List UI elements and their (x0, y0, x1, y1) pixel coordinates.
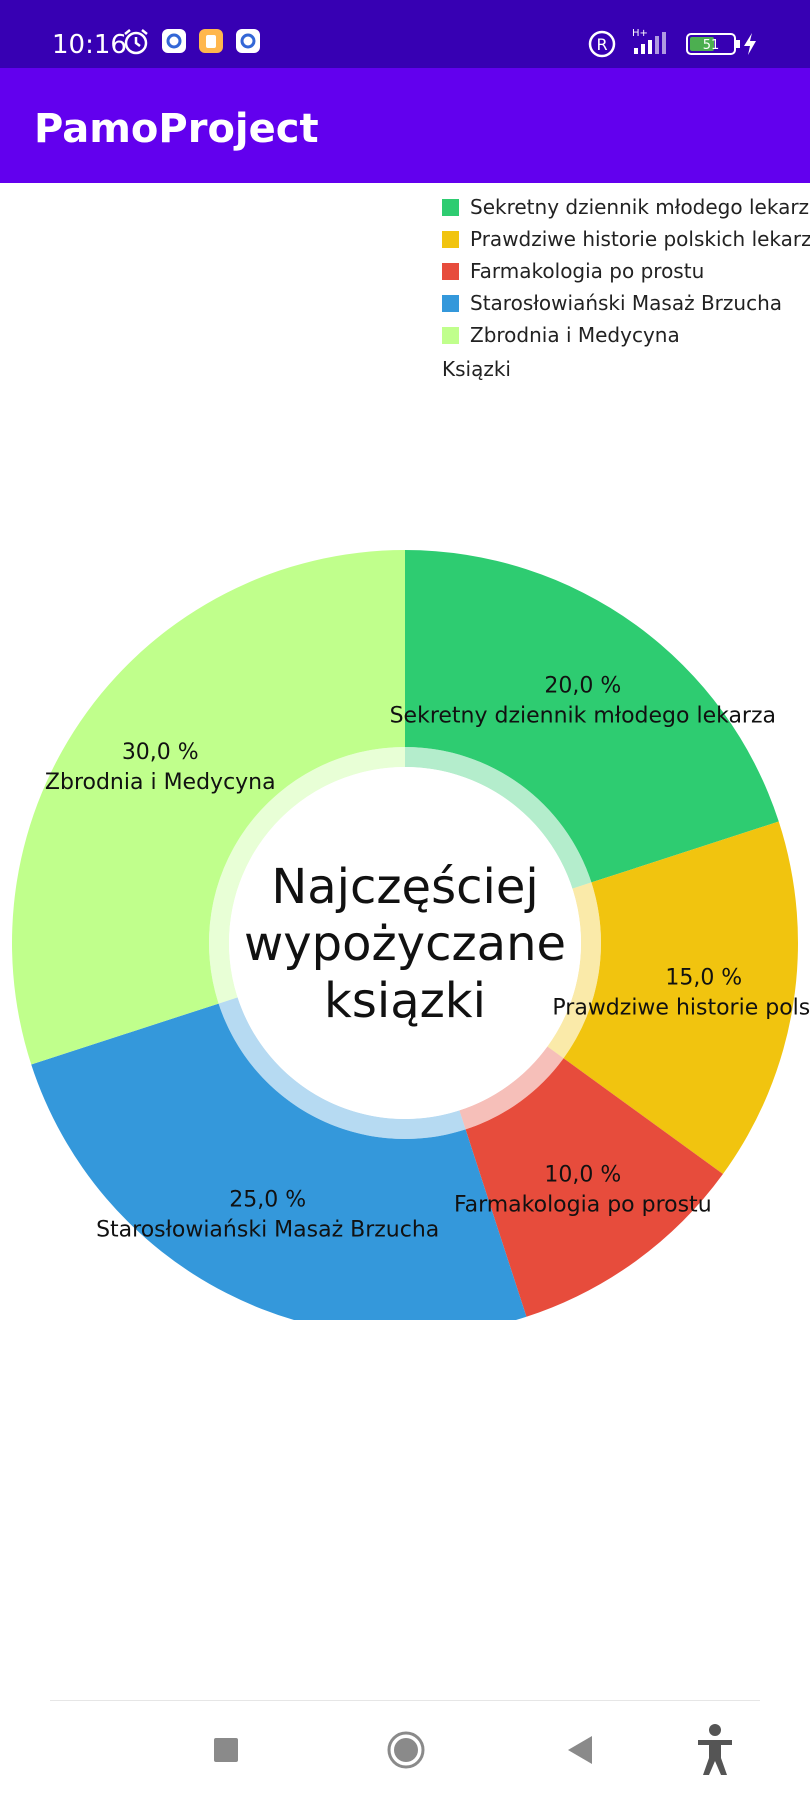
slice-name-label: Farmakologia po prostu (454, 1193, 712, 1218)
legend-item: Prawdziwe historie polskich lekarzy (442, 225, 810, 255)
home-button[interactable] (361, 1720, 451, 1780)
center-text-line: ksiązki (324, 973, 486, 1029)
status-time: 10:16 (52, 30, 127, 60)
slice-inner-ring (405, 747, 592, 889)
home-circle-icon (387, 1731, 425, 1769)
legend-label: Zbrodnia i Medycyna (470, 323, 680, 347)
legend-item: Zbrodnia i Medycyna (442, 321, 810, 351)
registered-icon: R (588, 30, 616, 63)
donut-hole (229, 767, 581, 1119)
donut-hole (209, 747, 601, 1139)
legend-item: Starosłowiański Masaż Brzucha (442, 289, 810, 319)
app-bar: PamoProject (0, 68, 810, 183)
slice-inner-ring (459, 1046, 564, 1130)
slice-name-label: Starosłowiański Masaż Brzucha (96, 1218, 439, 1243)
legend-swatch (442, 199, 459, 216)
nav-divider (50, 1700, 760, 1701)
storage-app-icon (198, 28, 224, 59)
pie-slice[interactable] (405, 550, 779, 883)
settings-app-icon (161, 28, 187, 59)
legend-label: Sekretny dziennik młodego lekarza (470, 195, 810, 219)
center-text-line: wypożyczane (244, 916, 566, 972)
svg-text:51: 51 (703, 38, 720, 53)
legend-label: Farmakologia po prostu (470, 259, 705, 283)
slice-name-label: Sekretny dziennik młodego lekarza (390, 703, 776, 728)
legend-item: Farmakologia po prostu (442, 257, 810, 287)
pie-slice[interactable] (11, 550, 406, 1065)
back-button[interactable] (536, 1720, 626, 1780)
center-text-line: Najczęściej (271, 859, 538, 915)
svg-text:H+: H+ (632, 28, 648, 39)
battery-icon: 51 (686, 32, 742, 61)
accessibility-button[interactable] (670, 1720, 760, 1780)
slice-value-label: 30,0 % (122, 740, 199, 765)
slice-inner-ring (547, 882, 601, 1059)
svg-text:R: R (596, 35, 607, 54)
accessibility-icon (698, 1724, 732, 1775)
legend-label: Starosłowiański Masaż Brzucha (470, 291, 783, 315)
alarm-icon (122, 28, 150, 61)
legend-swatch (442, 231, 459, 248)
legend-swatch (442, 295, 459, 312)
app-title: PamoProject (34, 106, 319, 152)
signal-icon: H+ (626, 26, 674, 63)
pie-slice[interactable] (31, 1003, 527, 1320)
donut-chart[interactable]: 20,0 % Sekretny dziennik młodego lekarza 1… (0, 500, 810, 1320)
slice-name-label: Prawdziwe historie polskich (552, 995, 810, 1020)
slice-inner-ring (218, 997, 466, 1139)
slice-value-label: 20,0 % (544, 673, 621, 698)
settings-app-icon (235, 28, 261, 59)
slice-value-label: 10,0 % (544, 1163, 621, 1188)
recents-button[interactable] (182, 1720, 272, 1780)
slice-value-label: 25,0 % (229, 1188, 306, 1213)
pie-slice[interactable] (465, 1058, 723, 1317)
legend-swatch (442, 327, 459, 344)
legend-title: Ksiązki (442, 357, 511, 381)
legend-swatch (442, 263, 459, 280)
status-bar: 10:16 R H+ 51 (0, 0, 810, 68)
charging-icon (742, 32, 758, 61)
back-triangle-icon (568, 1736, 592, 1764)
slice-inner-ring (208, 747, 405, 1004)
slice-name-label: Zbrodnia i Medycyna (45, 770, 276, 795)
slice-value-label: 15,0 % (665, 965, 742, 990)
legend-item: Sekretny dziennik młodego lekarza (442, 193, 810, 223)
legend-label: Prawdziwe historie polskich lekarzy (470, 227, 810, 251)
recents-square-icon (214, 1738, 238, 1762)
pie-slice[interactable] (563, 821, 798, 1174)
